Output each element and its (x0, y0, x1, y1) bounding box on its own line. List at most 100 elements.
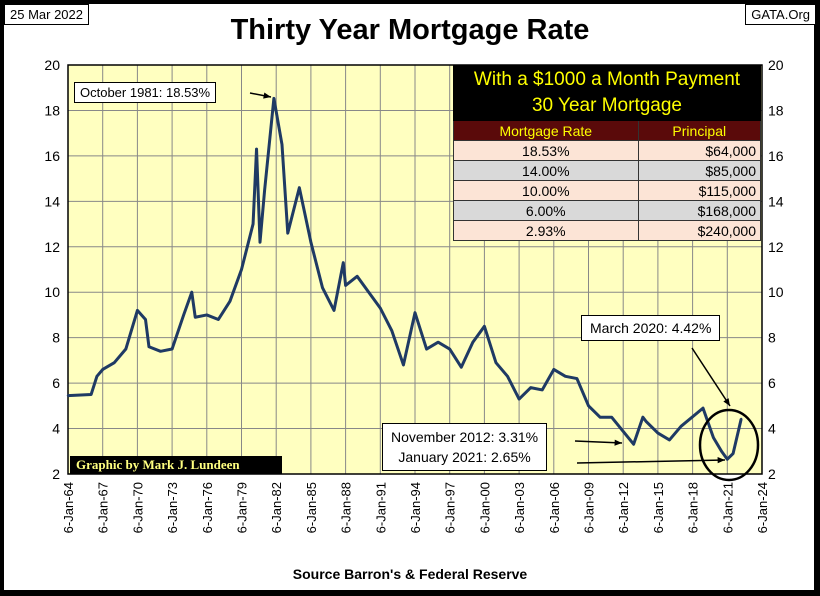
data-point (251, 222, 255, 226)
x-tick-label: 6-Jan-24 (755, 482, 770, 533)
payment-table: With a $1000 a Month Payment 30 Year Mort… (453, 65, 762, 241)
data-point (506, 375, 509, 378)
data-point (390, 329, 394, 333)
data-point (217, 318, 220, 321)
data-point (194, 316, 197, 319)
data-point (101, 368, 104, 371)
x-tick-label: 6-Jan-06 (547, 482, 562, 533)
data-point (280, 143, 284, 146)
arrowhead (717, 457, 725, 464)
y-tick-label-left: 8 (52, 330, 60, 346)
annotation-oct-1981: October 1981: 18.53% (74, 82, 217, 103)
data-point (483, 325, 486, 328)
y-tick-label-right: 18 (768, 102, 784, 118)
data-point (309, 241, 313, 244)
data-point (205, 313, 208, 317)
arrowhead (263, 92, 271, 99)
data-point (147, 345, 151, 348)
data-point (136, 309, 139, 312)
chart-title: Thirty Year Mortgage Rate (230, 14, 590, 46)
x-tick-label: 6-Jan-79 (235, 482, 250, 533)
data-point (321, 286, 324, 289)
table-cell-principal: $168,000 (637, 200, 762, 221)
x-tick-label: 6-Jan-91 (373, 482, 388, 533)
table-header-principal: Principal (637, 120, 762, 141)
x-tick-label: 6-Jan-73 (165, 482, 180, 533)
data-point (144, 318, 147, 321)
table-cell-rate: 6.00% (453, 200, 639, 221)
x-tick-label: 6-Jan-15 (651, 482, 666, 533)
source-label: Source Barron's & Federal Reserve (292, 566, 528, 582)
x-tick-label: 6-Jan-76 (200, 482, 215, 533)
table-cell-rate: 18.53% (453, 140, 639, 161)
data-point (471, 341, 475, 344)
credit-label: Graphic by Mark J. Lundeen (70, 456, 282, 474)
table-cell-principal: $64,000 (637, 140, 762, 161)
y-tick-label-left: 18 (44, 102, 60, 118)
data-point (258, 241, 262, 244)
table-cell-rate: 10.00% (453, 180, 639, 201)
y-tick-label-left: 10 (44, 284, 60, 300)
y-tick-label-right: 20 (768, 57, 784, 73)
data-point (344, 284, 347, 287)
annotation-nov-2012: November 2012: 3.31% (391, 429, 539, 445)
table-title: With a $1000 a Month Payment 30 Year Mort… (453, 65, 761, 121)
data-point (240, 268, 243, 271)
plot-border (67, 64, 763, 475)
annotation-jan-2021: January 2021: 2.65% (398, 449, 531, 465)
data-point (113, 361, 116, 364)
data-point (95, 375, 99, 378)
x-tick-label: 6-Jan-12 (616, 482, 631, 533)
data-point (413, 311, 417, 314)
data-point (460, 366, 463, 369)
data-point (668, 438, 671, 442)
x-tick-label: 6-Jan-67 (96, 482, 111, 533)
x-tick-label: 6-Jan-21 (720, 482, 735, 533)
x-tick-label: 6-Jan-82 (269, 482, 284, 533)
data-point (552, 368, 555, 371)
data-point (298, 186, 301, 189)
table-cell-rate: 14.00% (453, 160, 639, 181)
data-point (170, 347, 174, 351)
date-label: 25 Mar 2022 (4, 4, 89, 25)
data-point (656, 431, 660, 435)
x-tick-label: 6-Jan-85 (304, 482, 319, 533)
data-point (89, 393, 93, 396)
data-point (379, 306, 382, 310)
data-point (529, 386, 532, 389)
x-tick-label: 6-Jan-18 (686, 482, 701, 533)
arrowhead (723, 398, 730, 406)
x-tick-label: 6-Jan-70 (130, 482, 145, 533)
data-point (402, 363, 405, 367)
data-point (255, 147, 258, 151)
data-point (575, 377, 579, 380)
y-tick-label-left: 12 (44, 239, 60, 255)
table-cell-rate: 2.93% (453, 220, 639, 241)
x-tick-label: 6-Jan-97 (443, 482, 458, 533)
data-point (342, 261, 345, 264)
table-header-rate: Mortgage Rate (453, 120, 639, 141)
data-point (436, 341, 440, 344)
data-point (332, 309, 336, 312)
data-point (632, 443, 635, 446)
data-point (701, 406, 705, 410)
data-point (448, 347, 451, 351)
y-tick-label-right: 4 (768, 421, 776, 437)
data-point (228, 300, 232, 303)
y-tick-label-right: 14 (768, 193, 784, 209)
y-tick-label-right: 12 (768, 239, 784, 255)
x-tick-label: 6-Jan-64 (61, 482, 76, 533)
data-point (587, 404, 590, 408)
table-title-line2: 30 Year Mortgage (531, 95, 682, 116)
data-point (564, 375, 567, 378)
data-point (598, 415, 602, 419)
y-tick-label-left: 16 (44, 148, 60, 164)
y-tick-label-left: 2 (52, 466, 60, 482)
table-cell-principal: $85,000 (637, 160, 762, 181)
site-label: GATA.Org (745, 4, 816, 25)
data-point (645, 420, 648, 423)
data-point (272, 97, 276, 100)
data-point (263, 188, 266, 192)
y-tick-label-left: 14 (44, 193, 60, 209)
